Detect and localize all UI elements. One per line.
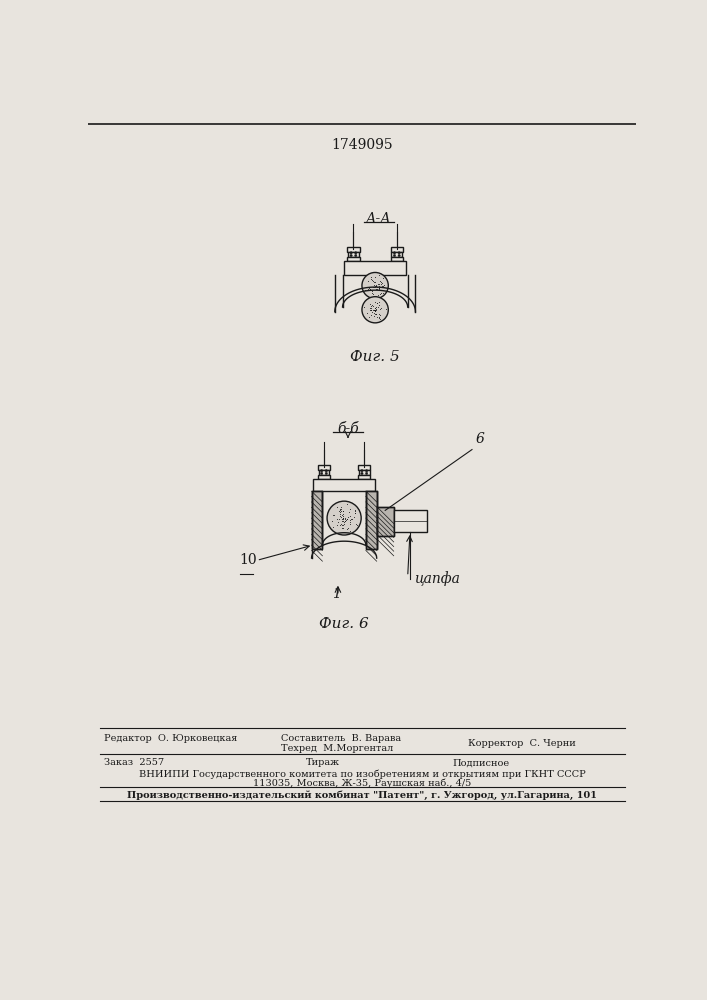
Text: 6: 6 xyxy=(476,432,485,446)
Text: Редактор  О. Юрковецкая: Редактор О. Юрковецкая xyxy=(104,734,238,743)
Circle shape xyxy=(393,252,396,254)
Bar xyxy=(317,475,330,479)
Bar xyxy=(366,491,377,549)
Text: 1749095: 1749095 xyxy=(331,138,393,152)
Bar xyxy=(359,470,370,475)
Bar xyxy=(391,257,403,261)
Circle shape xyxy=(325,472,327,475)
Bar xyxy=(348,252,359,257)
Circle shape xyxy=(361,470,363,472)
Text: Подписное: Подписное xyxy=(452,758,510,767)
Circle shape xyxy=(320,472,323,475)
Bar xyxy=(312,491,322,549)
Text: б-б: б-б xyxy=(337,422,359,436)
Text: Корректор  С. Черни: Корректор С. Черни xyxy=(468,739,576,748)
Bar xyxy=(313,479,375,491)
Text: ВНИИПИ Государственного комитета по изобретениям и открытиям при ГКНТ СССР: ВНИИПИ Государственного комитета по изоб… xyxy=(139,769,585,779)
Bar xyxy=(317,465,330,470)
Bar xyxy=(392,252,402,257)
Text: 10: 10 xyxy=(240,553,257,567)
Text: 113035, Москва, Ж-35, Раушская наб., 4/5: 113035, Москва, Ж-35, Раушская наб., 4/5 xyxy=(253,778,471,788)
Bar xyxy=(344,261,406,275)
Text: Заказ  2557: Заказ 2557 xyxy=(104,758,164,767)
Circle shape xyxy=(320,470,323,472)
Bar xyxy=(377,507,394,536)
Bar xyxy=(312,491,322,549)
Circle shape xyxy=(398,252,400,254)
Circle shape xyxy=(325,470,327,472)
Circle shape xyxy=(366,472,368,475)
Bar xyxy=(358,475,370,479)
Circle shape xyxy=(362,272,388,299)
Circle shape xyxy=(350,252,352,254)
Text: Техред  М.Моргентал: Техред М.Моргентал xyxy=(281,744,393,753)
Bar xyxy=(347,247,360,252)
Circle shape xyxy=(366,470,368,472)
Bar xyxy=(391,247,403,252)
Text: 1: 1 xyxy=(332,587,341,601)
Bar xyxy=(347,257,360,261)
Circle shape xyxy=(393,254,396,257)
Text: цапфа: цапфа xyxy=(414,571,460,586)
Bar xyxy=(377,507,394,536)
Circle shape xyxy=(355,254,357,257)
Text: Фиг. 6: Фиг. 6 xyxy=(320,617,369,631)
Circle shape xyxy=(361,472,363,475)
Text: Составитель  В. Варава: Составитель В. Варава xyxy=(281,734,401,743)
Circle shape xyxy=(350,254,352,257)
Circle shape xyxy=(362,297,388,323)
Circle shape xyxy=(327,501,361,535)
Text: А-А: А-А xyxy=(366,212,392,226)
Text: Фиг. 5: Фиг. 5 xyxy=(350,350,400,364)
Text: Производственно-издательский комбинат "Патент", г. Ужгород, ул.Гагарина, 101: Производственно-издательский комбинат "П… xyxy=(127,791,597,800)
Bar xyxy=(319,470,329,475)
Bar xyxy=(394,510,427,532)
Circle shape xyxy=(355,252,357,254)
Text: Тираж: Тираж xyxy=(305,758,339,767)
Bar xyxy=(366,491,377,549)
Circle shape xyxy=(398,254,400,257)
Bar xyxy=(358,465,370,470)
